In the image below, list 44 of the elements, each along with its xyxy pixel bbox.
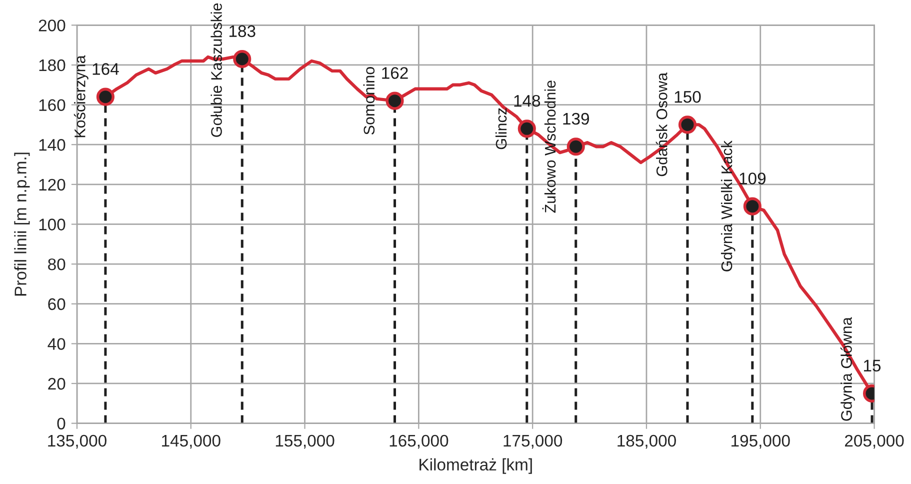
x-tick-label: 185,000	[618, 434, 676, 449]
y-tick-label: 0	[57, 418, 66, 430]
y-tick-label: 120	[39, 178, 66, 191]
x-tick-label: 145,000	[162, 434, 220, 449]
data-label: 162	[382, 67, 408, 79]
annotation: Gdynia Główna	[840, 317, 855, 421]
annotation: Kościerzyna	[74, 55, 88, 138]
annotation: Żukowo Wschodnie	[542, 80, 556, 213]
data-label: 139	[563, 112, 589, 125]
y-tick-label: 140	[39, 139, 66, 151]
point	[96, 88, 114, 106]
point	[678, 116, 697, 134]
annotation: Somonino	[363, 67, 375, 135]
data-label: 109	[740, 172, 766, 184]
data-label: 164	[92, 63, 119, 75]
point	[386, 92, 404, 110]
data-label: 183	[230, 25, 256, 38]
y-tick-label: 160	[39, 99, 66, 111]
point	[743, 197, 762, 216]
x-tick-label: 195,000	[732, 434, 790, 449]
y-tick-label: 20	[48, 378, 66, 390]
data-label: 148	[514, 94, 540, 107]
x-tick-label: 175,000	[504, 434, 562, 449]
data-label: 150	[674, 90, 701, 103]
x-tick-label: 205,000	[845, 434, 904, 449]
annotation: Gdańsk Osowa	[656, 72, 668, 176]
x-tick-label: 155,000	[276, 434, 334, 449]
y-axis-title: Profil linii [m n.p.m.]	[14, 152, 30, 296]
y-tick-label: 100	[39, 218, 66, 230]
x-axis-title: Kilometraż [km]	[420, 458, 532, 474]
annotation: Glincz	[495, 108, 507, 150]
y-tick-label: 200	[38, 20, 66, 32]
x-tick-label: 135,000	[48, 434, 106, 449]
y-tick-label: 40	[48, 338, 66, 350]
x-tick-label: 165,000	[390, 434, 448, 449]
data-label: 15	[864, 360, 881, 372]
y-tick-label: 180	[39, 59, 66, 72]
y-tick-label: 60	[48, 298, 66, 310]
point	[233, 50, 252, 68]
annotation: Gołubie Kaszubskie	[210, 3, 222, 137]
point	[566, 138, 585, 156]
y-tick-label: 80	[48, 258, 66, 270]
point	[518, 120, 536, 138]
annotation: Gdynia Wielki Kack	[720, 140, 736, 272]
